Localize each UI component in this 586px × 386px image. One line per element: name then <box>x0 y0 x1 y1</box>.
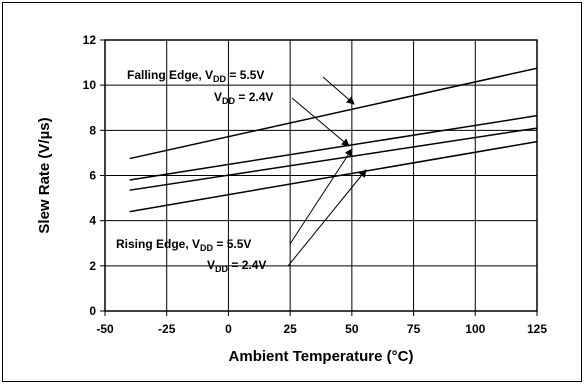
x-tick-label: 0 <box>225 322 232 336</box>
grid <box>105 40 537 311</box>
series-line-2 <box>129 114 538 181</box>
annotation-label: VDD = 2.4V <box>214 90 273 106</box>
x-tick-label: 50 <box>345 322 359 336</box>
series-lines <box>129 67 538 213</box>
annotation-arrow <box>322 76 355 105</box>
x-axis-title: Ambient Temperature (°C) <box>229 348 414 365</box>
x-tick-label: 25 <box>283 322 297 336</box>
y-tick-label: 2 <box>89 259 96 273</box>
y-tick-label: 8 <box>89 123 96 137</box>
x-tick-label: 125 <box>527 322 547 336</box>
y-tick-label: 0 <box>89 304 96 318</box>
series-line-4 <box>129 140 538 213</box>
annotation-label: VDD = 2.4V <box>207 258 266 274</box>
x-tick-label: -25 <box>158 322 176 336</box>
y-tick-label: 12 <box>83 33 97 47</box>
annotation-label: Falling Edge, VDD = 5.5V <box>127 68 264 84</box>
y-tick-label: 10 <box>83 78 97 92</box>
annotation-arrow <box>287 169 367 267</box>
series-line-3 <box>129 127 538 191</box>
annotations: Falling Edge, VDD = 5.5V VDD = 2.4V Rising… <box>116 68 367 274</box>
y-tick-label: 4 <box>89 214 96 228</box>
x-tick-label: 75 <box>407 322 421 336</box>
axis-ticks: -50 -25 0 25 50 75 100 125 0 2 4 6 8 10 12 <box>83 33 548 336</box>
annotation-label: Rising Edge, VDD = 5.5V <box>116 237 251 253</box>
annotation-arrow <box>291 97 350 147</box>
annotation-arrow <box>289 148 353 245</box>
figure-frame <box>2 2 582 382</box>
series-line-1 <box>129 67 538 160</box>
x-tick-label: 100 <box>465 322 485 336</box>
x-tick-label: -50 <box>96 322 114 336</box>
y-axis-title: Slew Rate (V/µs) <box>36 117 53 233</box>
y-tick-label: 6 <box>89 169 96 183</box>
